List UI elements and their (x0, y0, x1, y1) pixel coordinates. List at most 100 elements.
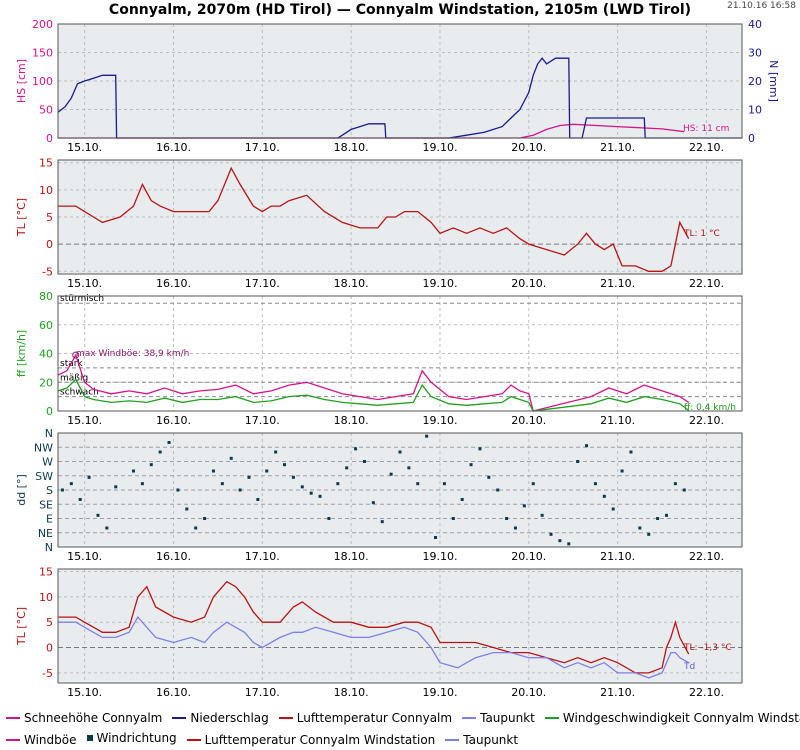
data-point (478, 447, 482, 451)
x-tick-label: 15.10. (67, 277, 102, 290)
data-point (451, 517, 455, 520)
y-tick-label: 80 (39, 290, 53, 303)
data-point (469, 463, 473, 467)
y-tick-label: 10 (39, 184, 53, 197)
plot-frame (57, 295, 743, 412)
legend-swatch (278, 717, 293, 719)
data-point (274, 450, 278, 454)
data-point (664, 513, 668, 517)
panel-snow_precip: 15.10. 16.10. 17.10. 18.10. 19.10. 20.10. 21.1… (15, 18, 780, 154)
data-point (505, 517, 509, 520)
data-point (256, 498, 260, 501)
x-tick-label: 19.10. (422, 414, 457, 427)
legend-item: Lufttemperatur Connyalm (278, 711, 452, 725)
x-tick-label: 17.10. (245, 141, 280, 154)
data-point (96, 513, 100, 517)
data-point (167, 441, 171, 444)
x-tick-label: 17.10. (245, 550, 280, 563)
x-tick-label: 16.10. (156, 141, 191, 154)
annotation-label: TL: 1 °C (683, 229, 720, 239)
plot-frame (57, 23, 743, 139)
data-point (549, 532, 553, 536)
x-tick-label: 18.10. (334, 550, 369, 563)
data-point (371, 501, 375, 505)
annotation-label: Td (683, 662, 695, 672)
x-tick-label: 20.10. (511, 414, 546, 427)
legend-swatch (544, 717, 559, 719)
y-tick-label: -5 (42, 265, 53, 278)
x-tick-label: 21.10. (600, 141, 635, 154)
data-point (682, 488, 686, 492)
data-point (185, 507, 189, 511)
series-line (57, 353, 690, 412)
x-tick-label: 19.10. (422, 141, 457, 154)
data-point (203, 517, 207, 520)
data-point (602, 494, 606, 498)
x-tick-label: 22.10. (689, 550, 724, 563)
data-point (300, 485, 304, 489)
x-tick-label: 19.10. (422, 686, 457, 699)
data-point (656, 517, 660, 520)
data-point (354, 447, 358, 451)
x-tick-label: 16.10. (156, 686, 191, 699)
data-point (531, 482, 535, 486)
data-point (247, 475, 251, 479)
x-tick-label: 16.10. (156, 550, 191, 563)
x-tick-label: 17.10. (245, 686, 280, 699)
data-point (149, 463, 153, 467)
x-tick-label: 20.10. (511, 686, 546, 699)
x-tick-label: 21.10. (600, 277, 635, 290)
data-point (220, 482, 224, 486)
reference-label: mäßig (60, 373, 88, 383)
data-point (647, 532, 651, 536)
data-point (318, 494, 322, 498)
data-point (87, 475, 91, 479)
data-point (460, 498, 464, 501)
series-line (58, 615, 690, 679)
data-point (211, 469, 215, 473)
legend-row: Schneehöhe Connyalm Niederschlag Lufttempe… (6, 708, 800, 726)
y-right-tick-label: 10 (748, 104, 762, 117)
chart-figure: 15.10. 16.10. 17.10. 18.10. 19.10. 20.10. 21.1… (15, 18, 780, 699)
x-tick-label: 22.10. (689, 141, 724, 154)
chart-title: Connyalm, 2070m (HD Tirol) — Connyalm Wi… (108, 2, 692, 18)
y-tick-label: N (45, 427, 53, 440)
data-point (132, 469, 136, 473)
legend-item: Windböe (6, 733, 77, 747)
x-tick-label: 19.10. (422, 277, 457, 290)
y-tick-label: 15 (39, 157, 53, 170)
data-point (638, 526, 642, 530)
x-tick-label: 15.10. (67, 141, 102, 154)
y-tick-label: S (46, 484, 53, 497)
legend-item: Lufttemperatur Connyalm Windstation (186, 733, 435, 747)
panel-wind_speed: 15.10. 16.10. 17.10. 18.10. 19.10. 20.10. 21.1… (15, 290, 743, 427)
legend-swatch (86, 735, 93, 741)
data-point (522, 504, 526, 508)
data-point (362, 460, 366, 463)
y-tick-label: 50 (39, 104, 53, 117)
legend-label: Windböe (24, 733, 77, 747)
y-tick-label: 200 (32, 18, 53, 31)
legend-label: Schneehöhe Connyalm (24, 711, 163, 725)
y-tick-label: NW (34, 441, 53, 454)
x-tick-label: 18.10. (334, 277, 369, 290)
data-point (558, 539, 562, 543)
data-point (336, 482, 340, 486)
legend-swatch (6, 717, 20, 719)
legend-item: Windrichtung (86, 731, 177, 745)
y-tick-label: 0 (46, 642, 53, 655)
y-right-tick-label: 20 (748, 75, 762, 88)
x-tick-label: 20.10. (511, 141, 546, 154)
plot-frame (57, 159, 743, 275)
legend-swatch (186, 739, 201, 741)
y-tick-label: 10 (39, 591, 53, 604)
data-point (345, 466, 349, 470)
x-tick-label: 21.10. (600, 686, 635, 699)
y-axis-label: HS [cm] (15, 59, 28, 103)
y-tick-label: 5 (46, 211, 53, 224)
legend-item: Niederschlag (172, 711, 269, 725)
y-axis-label: TL [°C] (15, 607, 28, 646)
data-point (238, 488, 242, 492)
data-point (380, 520, 384, 524)
y-tick-label: 5 (46, 616, 53, 629)
